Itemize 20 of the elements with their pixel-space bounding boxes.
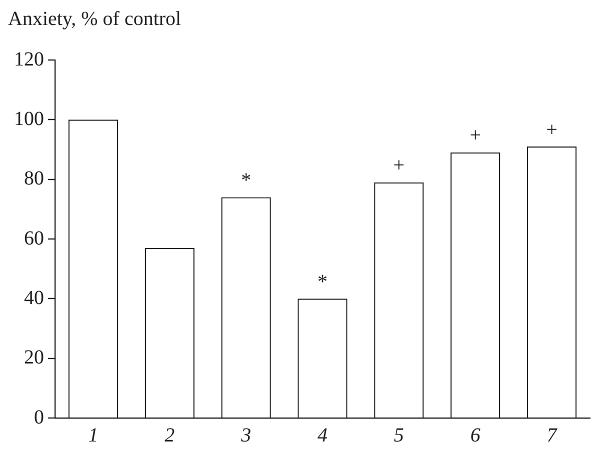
x-tick-label: 6 bbox=[470, 424, 480, 446]
y-tick-label: 0 bbox=[34, 406, 44, 428]
annotation: * bbox=[241, 169, 252, 192]
x-tick-label: 7 bbox=[546, 424, 558, 446]
y-tick-label: 120 bbox=[14, 48, 44, 70]
y-tick-label: 20 bbox=[24, 346, 44, 369]
x-tick-label: 4 bbox=[318, 424, 328, 446]
x-tick-label: 2 bbox=[164, 424, 175, 446]
y-tick-label: 40 bbox=[24, 286, 44, 309]
y-tick-label: 100 bbox=[14, 108, 44, 130]
y-axis-title: Anxiety, % of control bbox=[8, 8, 182, 31]
annotation: + bbox=[546, 118, 558, 141]
x-tick-label: 1 bbox=[88, 424, 98, 446]
annotation: * bbox=[318, 270, 328, 293]
annotation: + bbox=[470, 124, 481, 147]
x-tick-label: 3 bbox=[240, 424, 252, 446]
y-tick-label: 60 bbox=[24, 227, 44, 250]
annotation: + bbox=[393, 154, 405, 177]
y-tick-label: 80 bbox=[24, 168, 44, 190]
x-tick-label: 5 bbox=[394, 424, 404, 446]
